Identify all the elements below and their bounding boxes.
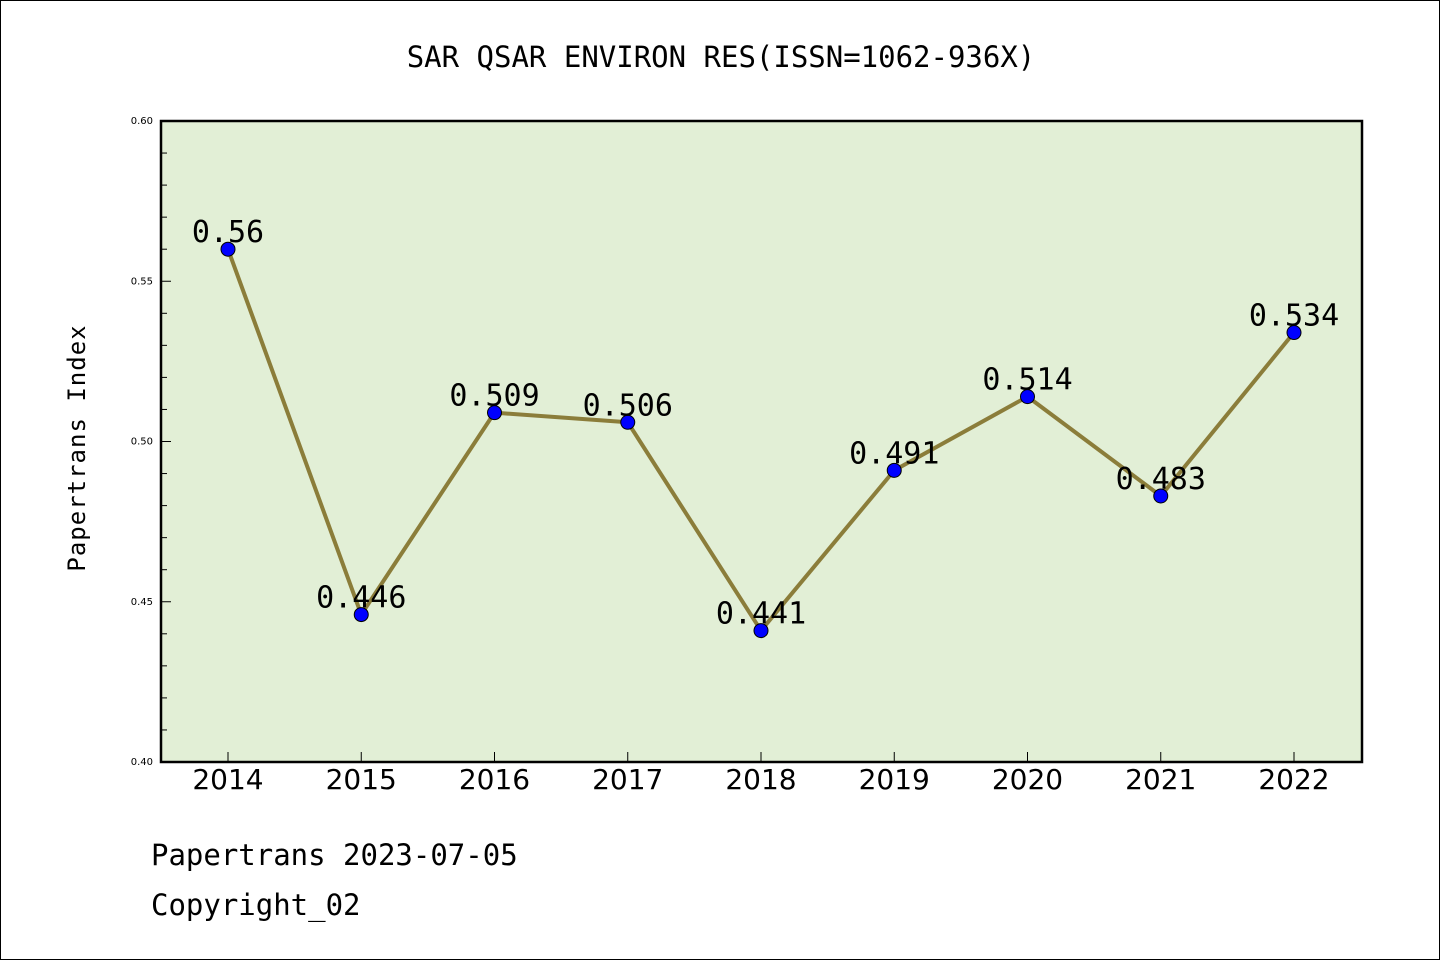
x-tick-label: 2017 xyxy=(592,763,663,796)
y-axis-label: Papertrans Index xyxy=(63,324,91,571)
data-label: 0.534 xyxy=(1249,299,1339,334)
data-label: 0.56 xyxy=(192,215,264,250)
data-point xyxy=(1020,389,1035,405)
series-line-group xyxy=(220,241,1302,639)
data-label: 0.491 xyxy=(849,436,939,471)
data-point xyxy=(353,607,369,623)
footer-date: Papertrans 2023-07-05 xyxy=(151,838,518,872)
y-tick-label: 0.55 xyxy=(131,276,153,287)
data-label: 0.441 xyxy=(716,597,806,632)
y-tick-label: 0.45 xyxy=(131,597,153,608)
x-tick-label: 2015 xyxy=(326,763,397,796)
plot-area xyxy=(159,119,1364,764)
chart-title: SAR QSAR ENVIRON RES(ISSN=1062-936X) xyxy=(407,40,1036,74)
data-label: 0.506 xyxy=(583,388,673,423)
data-point xyxy=(220,241,236,257)
y-tick-label: 0.50 xyxy=(131,437,153,448)
x-tick-label: 2019 xyxy=(859,763,930,796)
x-tick-label: 2022 xyxy=(1258,763,1329,796)
y-tick-label: 0.40 xyxy=(131,757,153,768)
y-tick-label: 0.60 xyxy=(131,116,153,127)
data-label: 0.446 xyxy=(316,581,406,616)
data-point xyxy=(1286,325,1302,341)
x-tick-label: 2014 xyxy=(192,763,263,796)
data-point xyxy=(753,623,769,639)
x-tick-label: 2016 xyxy=(459,763,530,796)
data-point xyxy=(620,414,636,430)
x-tick-label: 2021 xyxy=(1125,763,1196,796)
data-label: 0.509 xyxy=(449,379,539,414)
y-axis: 0.40 0.45 0.50 0.55 0.60 xyxy=(131,116,171,768)
x-tick-label: 2020 xyxy=(992,763,1063,796)
data-label: 0.483 xyxy=(1116,462,1206,497)
data-labels: 0.56 0.446 0.509 0.506 0.441 0.491 0.514 0.483 0… xyxy=(192,215,1339,631)
data-point xyxy=(1153,488,1169,504)
footer-copyright: Copyright_02 xyxy=(151,888,361,923)
data-label: 0.514 xyxy=(982,363,1072,398)
data-point xyxy=(886,462,902,478)
data-point xyxy=(487,405,502,421)
x-tick-label: 2018 xyxy=(725,763,796,796)
x-axis: 2014 2015 2016 2017 2018 2019 2020 2021 2022 xyxy=(192,752,1330,796)
